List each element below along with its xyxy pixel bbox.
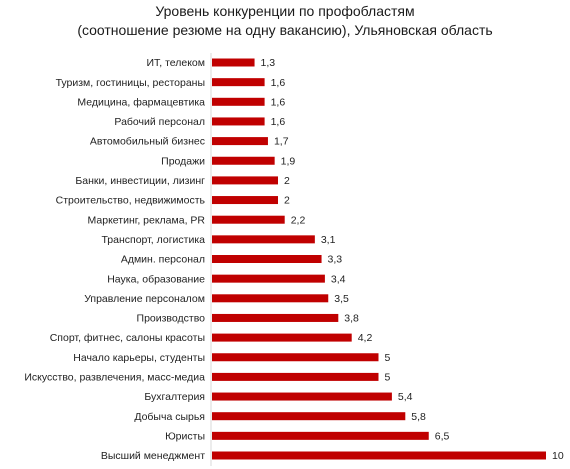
bar <box>212 97 265 106</box>
category-label: Строительство, недвижимость <box>56 195 206 207</box>
bar <box>212 412 406 421</box>
bar <box>212 137 268 146</box>
category-label: Спорт, фитнес, салоны красоты <box>50 332 205 344</box>
bar <box>212 353 379 362</box>
bar <box>212 156 275 165</box>
category-label: Наука, образование <box>107 273 205 285</box>
value-label: 3,8 <box>344 313 359 325</box>
category-label: Бухгалтерия <box>144 391 205 403</box>
bar <box>212 313 339 322</box>
value-label: 4,2 <box>358 332 373 344</box>
bar <box>212 333 352 342</box>
category-label: Производство <box>137 313 206 325</box>
value-labels: 1,31,61,61,61,71,9222,23,13,33,43,53,84,… <box>261 57 564 462</box>
chart-title: Уровень конкуренции по профобластям (соо… <box>0 2 570 40</box>
value-label: 1,7 <box>274 136 289 148</box>
category-label: Админ. персонал <box>121 254 205 266</box>
value-label: 3,5 <box>334 293 349 305</box>
value-label: 10 <box>552 450 564 462</box>
category-label: Управление персоналом <box>84 293 205 305</box>
category-labels: ИТ, телеком Туризм, гостиницы, рестораны М… <box>24 57 205 462</box>
bar <box>212 58 255 67</box>
bar <box>212 196 278 205</box>
bar <box>212 392 392 401</box>
category-label: Добыча сырья <box>134 411 205 423</box>
bar <box>212 274 325 283</box>
bar <box>212 117 265 126</box>
bar <box>212 176 278 185</box>
bar <box>212 255 322 263</box>
category-label: Банки, инвестиции, лизинг <box>75 175 205 187</box>
bar <box>212 78 265 87</box>
value-label: 1,3 <box>261 57 276 69</box>
value-label: 1,6 <box>271 77 286 89</box>
category-label: Высший менеджмент <box>101 450 205 462</box>
bar <box>212 235 315 244</box>
category-label: Начало карьеры, студенты <box>73 352 205 364</box>
value-label: 5 <box>385 372 391 384</box>
value-label: 3,3 <box>328 254 343 266</box>
chart-title-line-1: Уровень конкуренции по профобластям <box>155 3 415 19</box>
category-label: Искусство, развлечения, масс-медиа <box>24 372 205 384</box>
value-label: 2,2 <box>291 214 306 226</box>
category-label: Маркетинг, реклама, PR <box>88 214 206 226</box>
value-label: 2 <box>284 195 290 207</box>
bar <box>212 372 379 381</box>
value-label: 3,1 <box>321 234 336 246</box>
category-label: Продажи <box>161 155 205 167</box>
value-label: 5 <box>385 352 391 364</box>
value-label: 5,4 <box>398 391 413 403</box>
category-label: Транспорт, логистика <box>101 234 205 246</box>
category-label: Рабочий персонал <box>114 116 205 128</box>
bar <box>212 451 546 460</box>
bar <box>212 294 329 303</box>
value-label: 6,5 <box>435 430 450 442</box>
value-label: 2 <box>284 175 290 187</box>
value-label: 1,9 <box>281 155 296 167</box>
bar <box>212 215 285 224</box>
bars <box>212 58 546 460</box>
category-label: Автомобильный бизнес <box>90 136 205 148</box>
category-label: Медицина, фармацевтика <box>77 96 205 108</box>
chart-title-line-2: (соотношение резюме на одну вакансию), У… <box>77 22 493 38</box>
bar <box>212 431 429 440</box>
value-label: 1,6 <box>271 116 286 128</box>
category-label: ИТ, телеком <box>146 57 205 69</box>
category-label: Юристы <box>165 430 205 442</box>
category-label: Туризм, гостиницы, рестораны <box>56 77 205 89</box>
value-label: 3,4 <box>331 273 346 285</box>
value-label: 5,8 <box>411 411 426 423</box>
value-label: 1,6 <box>271 96 286 108</box>
